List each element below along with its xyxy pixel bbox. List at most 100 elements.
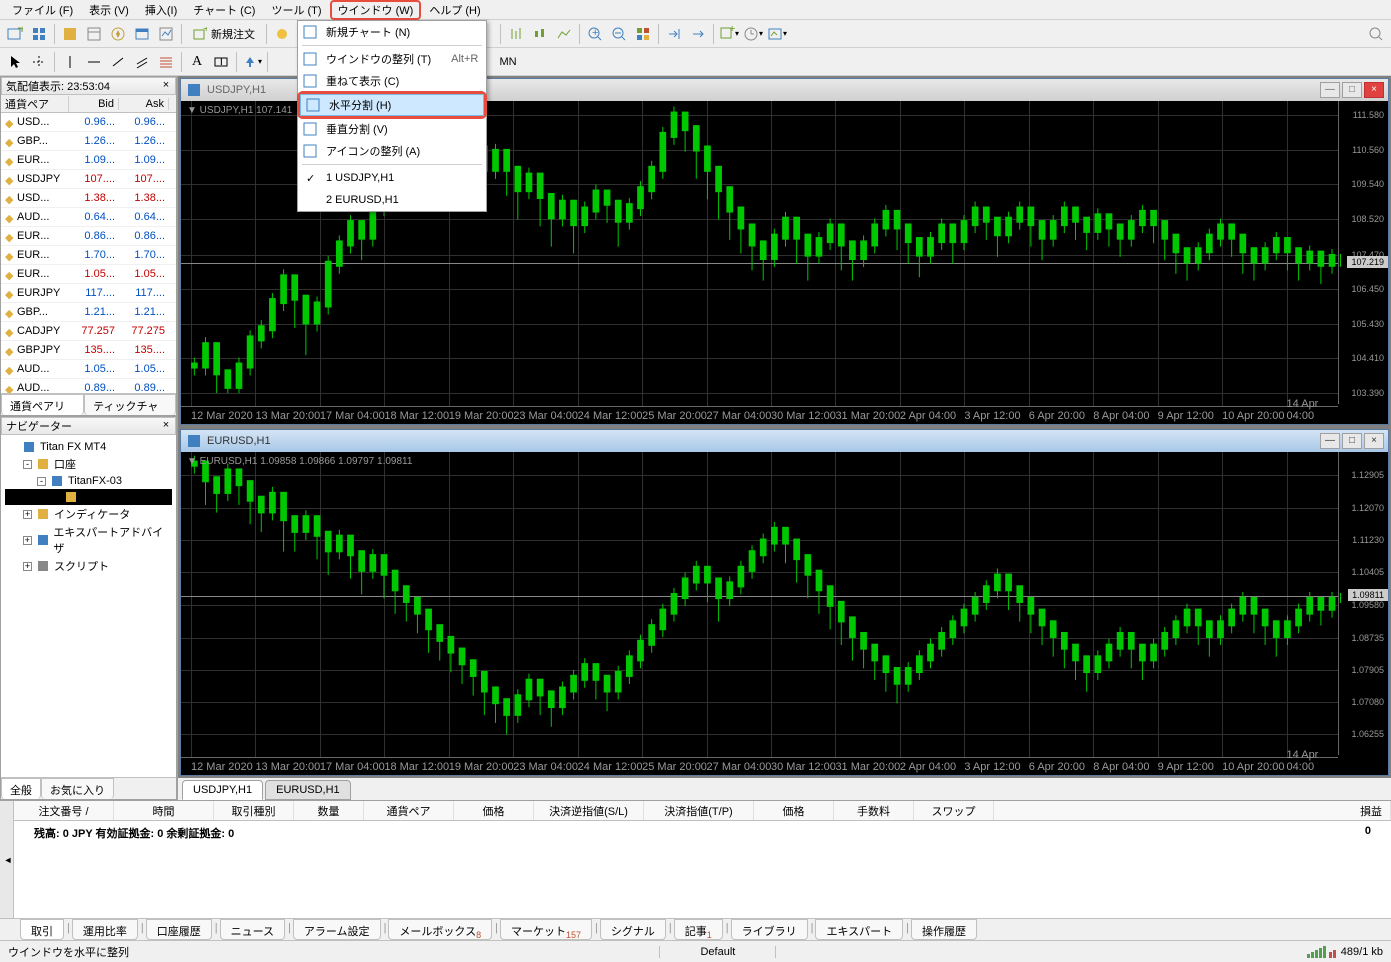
terminal-icon[interactable] <box>131 23 153 45</box>
close-icon[interactable]: × <box>159 419 173 433</box>
symbol-row[interactable]: ◆AUD...1.05...1.05... <box>1 360 176 379</box>
zoom-out-icon[interactable] <box>608 23 630 45</box>
terminal-tab[interactable]: メールボックス8 <box>388 919 492 940</box>
menu-挿入(I)[interactable]: 挿入(I) <box>137 0 185 20</box>
menu-item[interactable]: 垂直分割 (V) <box>298 118 486 140</box>
menu-ツール[interactable]: ツール (T) <box>263 0 329 20</box>
terminal-tab[interactable]: 操作履歴 <box>911 919 977 940</box>
new-order-button[interactable]: +新規注文 <box>186 23 262 45</box>
terminal-col[interactable]: 手数料 <box>834 801 914 820</box>
symbol-row[interactable]: ◆EURJPY117....117.... <box>1 284 176 303</box>
symbol-row[interactable]: ◆EUR...1.09...1.09... <box>1 151 176 170</box>
line-chart-icon[interactable] <box>553 23 575 45</box>
tab-common[interactable]: 全般 <box>1 778 41 799</box>
chart-tab[interactable]: USDJPY,H1 <box>182 780 263 800</box>
symbol-row[interactable]: ◆USD...0.96...0.96... <box>1 113 176 132</box>
arrows-icon[interactable]: ▾ <box>241 51 263 73</box>
tab-tick-chart[interactable]: ティックチャート <box>84 394 176 415</box>
terminal-col[interactable]: スワップ <box>914 801 994 820</box>
symbol-row[interactable]: ◆EUR...0.86...0.86... <box>1 227 176 246</box>
data-window-icon[interactable] <box>83 23 105 45</box>
terminal-tab[interactable]: アラーム設定 <box>293 919 381 940</box>
terminal-tab[interactable]: マーケット157 <box>500 919 592 940</box>
chart-titlebar[interactable]: EURUSD,H1—□× <box>181 430 1388 452</box>
bar-chart-icon[interactable] <box>505 23 527 45</box>
minimize-icon[interactable]: — <box>1320 82 1340 98</box>
tab-symbol-list[interactable]: 通貨ペアリスト <box>1 394 84 415</box>
candle-chart-icon[interactable] <box>529 23 551 45</box>
periods-icon[interactable]: ▾ <box>742 23 764 45</box>
terminal-col[interactable]: 決済指値(T/P) <box>644 801 754 820</box>
menu-item[interactable]: ✓1 USDJPY,H1 <box>298 167 486 189</box>
menu-item[interactable]: 新規チャート (N) <box>298 21 486 43</box>
symbol-row[interactable]: ◆GBPJPY135....135.... <box>1 341 176 360</box>
maximize-icon[interactable]: □ <box>1342 433 1362 449</box>
channel-icon[interactable] <box>131 51 153 73</box>
vline-icon[interactable] <box>59 51 81 73</box>
cursor-icon[interactable] <box>4 51 26 73</box>
terminal-tab[interactable]: エキスパート <box>815 919 903 940</box>
new-chart-icon[interactable]: + <box>4 23 26 45</box>
minimize-icon[interactable]: — <box>1320 433 1340 449</box>
symbol-row[interactable]: ◆GBP...1.26...1.26... <box>1 132 176 151</box>
terminal-col[interactable]: 決済逆指値(S/L) <box>534 801 644 820</box>
terminal-col[interactable]: 価格 <box>754 801 834 820</box>
terminal-col[interactable]: 価格 <box>454 801 534 820</box>
terminal-col[interactable]: 数量 <box>294 801 364 820</box>
terminal-tab[interactable]: 取引 <box>20 919 64 940</box>
auto-scroll-icon[interactable] <box>687 23 709 45</box>
tab-favorites[interactable]: お気に入り <box>41 778 114 799</box>
tf-mn[interactable]: MN <box>494 51 522 73</box>
text-label-icon[interactable]: T <box>210 51 232 73</box>
tree-item[interactable]: -TitanFX-03 <box>5 473 172 489</box>
menu-item[interactable]: 水平分割 (H) <box>300 94 484 116</box>
shift-icon[interactable] <box>663 23 685 45</box>
terminal-col[interactable]: 注文番号 / <box>14 801 114 820</box>
tree-item[interactable]: +インディケータ <box>5 505 172 523</box>
menu-item[interactable]: 2 EURUSD,H1 <box>298 189 486 211</box>
symbol-row[interactable]: ◆AUD...0.64...0.64... <box>1 208 176 227</box>
tree-item[interactable]: -口座 <box>5 455 172 473</box>
search-icon[interactable] <box>1365 23 1387 45</box>
menu-ファイル[interactable]: ファイル (F) <box>4 0 81 20</box>
symbol-row[interactable]: ◆EUR...1.70...1.70... <box>1 246 176 265</box>
menu-item[interactable]: ウインドウの整列 (T)Alt+R <box>298 48 486 70</box>
tile-icon[interactable] <box>632 23 654 45</box>
terminal-col[interactable]: 時間 <box>114 801 214 820</box>
zoom-in-icon[interactable]: + <box>584 23 606 45</box>
maximize-icon[interactable]: □ <box>1342 82 1362 98</box>
symbol-row[interactable]: ◆AUD...0.89...0.89... <box>1 379 176 393</box>
close-icon[interactable]: × <box>1364 82 1384 98</box>
menu-ヘルプ[interactable]: ヘルプ (H) <box>421 0 488 20</box>
tree-item[interactable]: +スクリプト <box>5 557 172 575</box>
symbol-row[interactable]: ◆USD...1.38...1.38... <box>1 189 176 208</box>
indicators-icon[interactable]: +▾ <box>718 23 740 45</box>
terminal-tab[interactable]: ニュース <box>220 919 285 940</box>
market-watch-icon[interactable] <box>59 23 81 45</box>
strategy-tester-icon[interactable] <box>155 23 177 45</box>
navigator-icon[interactable] <box>107 23 129 45</box>
terminal-collapse[interactable]: ◄ <box>0 801 14 918</box>
terminal-tab[interactable]: 運用比率 <box>72 919 138 940</box>
menu-item[interactable]: 重ねて表示 (C) <box>298 70 486 92</box>
trendline-icon[interactable] <box>107 51 129 73</box>
crosshair-icon[interactable] <box>28 51 50 73</box>
terminal-col[interactable]: 取引種別 <box>214 801 294 820</box>
terminal-col[interactable]: 損益 <box>994 801 1391 820</box>
close-icon[interactable]: × <box>159 79 173 93</box>
menu-表示[interactable]: 表示 (V) <box>81 0 137 20</box>
tree-item[interactable] <box>5 489 172 505</box>
metaquotes-icon[interactable] <box>271 23 293 45</box>
symbol-row[interactable]: ◆CADJPY77.25777.275 <box>1 322 176 341</box>
symbol-row[interactable]: ◆EUR...1.05...1.05... <box>1 265 176 284</box>
terminal-col[interactable]: 通貨ペア <box>364 801 454 820</box>
symbol-row[interactable]: ◆USDJPY107....107.... <box>1 170 176 189</box>
terminal-tab[interactable]: 口座履歴 <box>146 919 212 940</box>
text-icon[interactable]: A <box>186 51 208 73</box>
tree-item[interactable]: Titan FX MT4 <box>5 439 172 455</box>
menu-チャート[interactable]: チャート (C) <box>185 0 263 20</box>
terminal-tab[interactable]: ライブラリ <box>731 919 808 940</box>
chart-tab[interactable]: EURUSD,H1 <box>265 780 351 800</box>
terminal-tab[interactable]: 記事1 <box>674 919 723 940</box>
terminal-tab[interactable]: シグナル <box>600 919 666 940</box>
